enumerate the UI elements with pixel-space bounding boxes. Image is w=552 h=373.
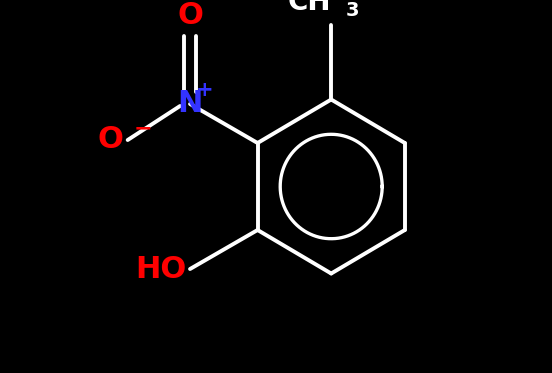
Text: O: O bbox=[98, 125, 124, 154]
Text: 3: 3 bbox=[345, 0, 359, 19]
Text: −: − bbox=[134, 118, 152, 138]
Text: CH: CH bbox=[288, 0, 331, 16]
Text: +: + bbox=[196, 80, 214, 100]
Text: N: N bbox=[177, 90, 203, 119]
Text: O: O bbox=[177, 1, 203, 30]
Text: HO: HO bbox=[135, 254, 186, 283]
